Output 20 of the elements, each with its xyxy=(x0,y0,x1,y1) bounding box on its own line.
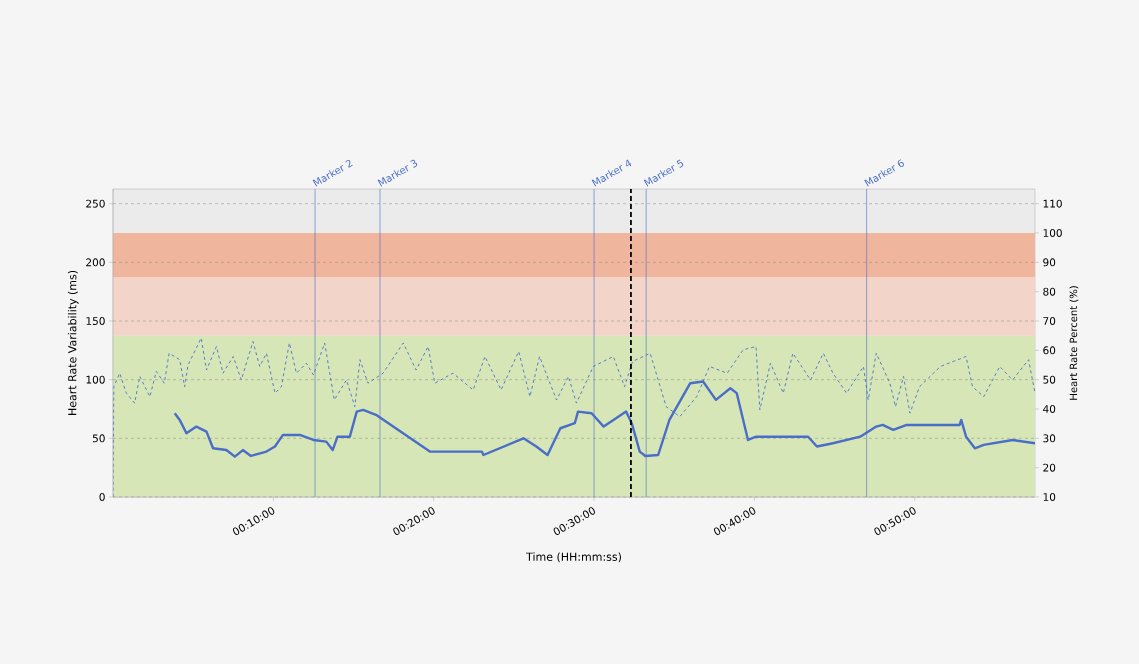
y2-axis-title: Heart Rate Percent (%) xyxy=(1069,286,1079,400)
y2-tick-label: 30 xyxy=(1043,434,1056,443)
y2-tick-label: 100 xyxy=(1043,229,1062,237)
y-tick-label: 100 xyxy=(86,375,105,384)
y-axis-title: Heart Rate Variability (ms) xyxy=(67,270,79,415)
y-tick-label: 50 xyxy=(92,434,105,443)
y-tick-label: 0 xyxy=(99,493,105,501)
y-tick-label: 200 xyxy=(86,258,105,267)
y2-tick-label: 70 xyxy=(1043,317,1056,325)
y2-tick-label: 60 xyxy=(1043,346,1056,355)
y2-tick-label: 110 xyxy=(1043,199,1062,208)
y2-tick-label: 20 xyxy=(1043,463,1056,472)
y-tick-label: 150 xyxy=(86,317,105,325)
y-tick-label: 250 xyxy=(86,199,105,208)
y2-tick-label: 50 xyxy=(1043,375,1056,384)
y2-tick-label: 40 xyxy=(1043,405,1056,413)
y2-tick-label: 80 xyxy=(1043,287,1056,296)
y2-tick-label: 10 xyxy=(1043,493,1056,501)
x-axis-title: Time (HH:mm:ss) xyxy=(526,552,621,563)
y2-tick-label: 90 xyxy=(1043,258,1056,267)
